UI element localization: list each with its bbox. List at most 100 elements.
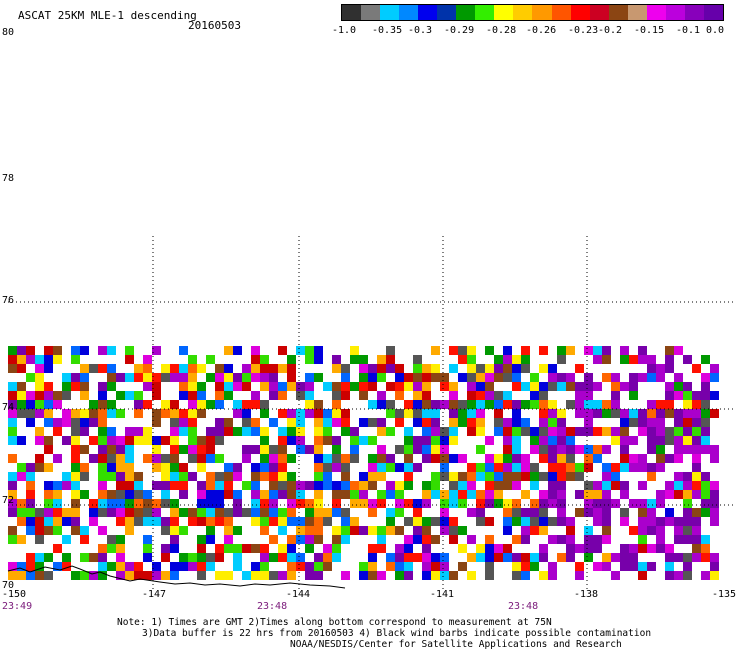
data-cell [548,481,557,490]
data-cell [305,571,314,580]
data-cell [449,346,458,355]
data-cell [341,409,350,418]
data-cell [467,418,476,427]
data-cell [467,553,476,562]
data-cell [656,409,665,418]
data-cell [71,508,80,517]
data-cell [575,472,584,481]
data-cell [638,526,647,535]
data-cell [260,508,269,517]
data-cell [548,409,557,418]
data-cell [125,490,134,499]
data-cell [8,535,17,544]
colorbar-swatch [646,5,666,20]
data-cell [602,409,611,418]
data-cell [557,427,566,436]
data-cell [494,472,503,481]
data-cell [440,427,449,436]
data-cell [323,427,332,436]
data-cell [71,373,80,382]
data-cell [710,571,719,580]
data-cell [512,571,521,580]
data-cell [611,481,620,490]
data-cell [629,553,638,562]
data-cell [521,508,530,517]
data-cell [314,517,323,526]
data-cell [314,418,323,427]
data-cell [620,418,629,427]
data-cell [503,346,512,355]
data-cell [287,544,296,553]
data-cell [35,571,44,580]
data-cell [188,391,197,400]
data-cell [431,400,440,409]
data-cell [386,517,395,526]
colorbar-label: -0.28 [486,25,517,36]
data-cell [620,553,629,562]
data-cell [449,526,458,535]
data-cell [710,508,719,517]
data-cell [386,490,395,499]
data-cell [485,481,494,490]
data-cell [656,373,665,382]
note-line-1: Note: 1) Times are GMT 2)Times along bot… [117,617,552,628]
data-cell [503,517,512,526]
data-cell [35,517,44,526]
data-cell [548,463,557,472]
data-cell [287,571,296,580]
data-cell [62,391,71,400]
data-cell [683,508,692,517]
data-cell [197,454,206,463]
lon-label-150: -150 [2,589,27,600]
data-cell [71,454,80,463]
data-cell [368,562,377,571]
data-cell [35,400,44,409]
data-cell [602,490,611,499]
data-cell [467,382,476,391]
data-cell [323,481,332,490]
time-label-2: 23:48 [257,601,288,612]
data-cell [107,373,116,382]
data-cell [260,364,269,373]
data-cell [665,382,674,391]
data-cell [575,571,584,580]
data-cell [494,373,503,382]
data-cell [395,382,404,391]
data-cell [323,409,332,418]
data-cell [449,400,458,409]
data-cell [521,571,530,580]
data-swath [8,346,719,580]
data-cell [512,373,521,382]
data-cell [260,463,269,472]
data-cell [323,472,332,481]
data-cell [539,400,548,409]
data-cell [251,418,260,427]
colorbar-swatch [532,5,552,20]
data-cell [422,409,431,418]
data-cell [206,562,215,571]
data-cell [242,508,251,517]
colorbar-swatch [418,5,438,20]
colorbar-label: -0.23 [568,25,599,36]
data-cell [647,544,656,553]
data-cell [665,391,674,400]
data-cell [206,526,215,535]
data-cell [143,382,152,391]
data-cell [98,490,107,499]
data-cell [152,499,161,508]
data-cell [656,454,665,463]
data-cell [440,508,449,517]
data-cell [422,517,431,526]
data-cell [485,346,494,355]
data-cell [251,355,260,364]
data-cell [359,526,368,535]
data-cell [107,436,116,445]
data-cell [35,562,44,571]
data-cell [512,454,521,463]
data-cell [26,472,35,481]
data-cell [431,436,440,445]
data-cell [170,427,179,436]
data-cell [611,499,620,508]
data-cell [305,535,314,544]
data-cell [296,391,305,400]
